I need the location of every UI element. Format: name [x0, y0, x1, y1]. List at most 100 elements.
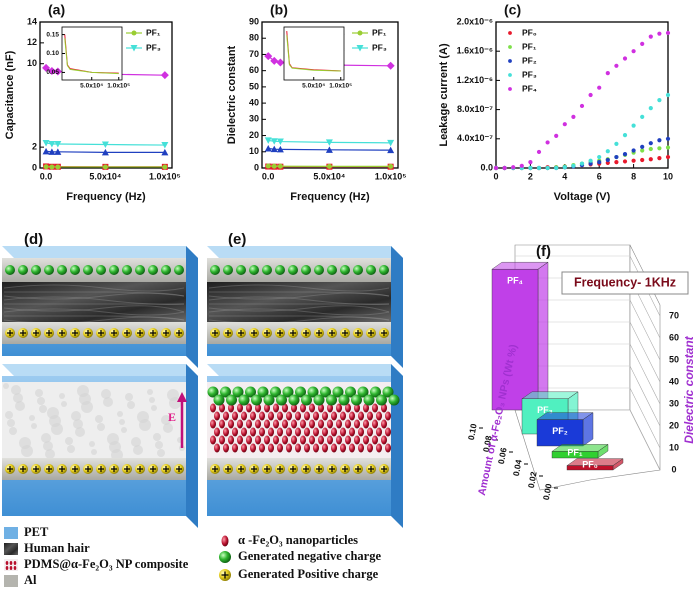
nanoparticle	[313, 443, 319, 453]
series-line	[64, 38, 119, 75]
legend-icon	[219, 551, 231, 563]
negative-charge	[357, 386, 369, 398]
panel-label: (f)	[536, 243, 551, 260]
nanoparticle	[358, 411, 364, 421]
marker	[665, 92, 671, 98]
plus-sign	[355, 466, 361, 472]
plus-sign	[20, 466, 26, 472]
marker	[562, 122, 567, 127]
pet-side	[186, 246, 198, 368]
legend-label: PF₄	[522, 83, 537, 93]
nanoparticle	[295, 411, 301, 421]
nanoparticle	[232, 411, 238, 421]
x-tick-label: 1.0x10⁵	[149, 171, 181, 181]
x-tick-label: 5.0x10⁴	[313, 171, 345, 181]
plus-sign	[303, 330, 309, 336]
panel-label: (d)	[24, 231, 43, 248]
marker	[614, 141, 619, 147]
nanoparticle	[295, 427, 301, 437]
legend-icon	[4, 527, 18, 539]
y-tick-label: 0.05	[46, 69, 59, 76]
grid-line	[629, 409, 661, 471]
marker	[42, 147, 50, 155]
negative-charge	[338, 394, 350, 406]
x-tick-label: 5.0x10⁴	[89, 171, 121, 181]
negative-charge	[327, 265, 337, 275]
y-tick-label: 40	[669, 376, 679, 386]
negative-charge	[301, 265, 311, 275]
x-tick-label: 5.0x10⁴	[80, 83, 103, 90]
marker	[265, 163, 271, 169]
nanoparticle	[354, 419, 360, 429]
nanoparticle	[309, 403, 315, 413]
legend-icon-dot	[13, 561, 17, 565]
pet-top	[2, 246, 198, 258]
nanoparticle	[322, 411, 328, 421]
nanoparticle	[277, 411, 283, 421]
negative-charge	[314, 265, 324, 275]
texture	[95, 415, 103, 423]
inset-frame	[283, 26, 345, 81]
texture	[37, 397, 45, 405]
nanoparticle	[385, 411, 391, 421]
y-tick-label: 20	[669, 420, 679, 430]
nanoparticle	[318, 403, 324, 413]
nanoparticle	[232, 427, 238, 437]
nanoparticle	[349, 427, 355, 437]
marker	[49, 164, 55, 170]
nanoparticle	[345, 419, 351, 429]
texture	[153, 433, 161, 441]
nanoparticle	[237, 403, 243, 413]
hair-layer	[2, 282, 186, 322]
marker	[102, 164, 108, 170]
marker	[588, 92, 593, 98]
plus-sign	[137, 466, 143, 472]
plus-sign	[72, 330, 78, 336]
marker	[387, 146, 395, 154]
nanoparticle	[228, 435, 234, 445]
bar-label: PF₀	[582, 459, 598, 469]
x-tick-label: 0	[493, 171, 498, 181]
marker	[42, 63, 51, 72]
texture	[3, 383, 9, 389]
nanoparticle	[259, 443, 265, 453]
nanoparticle	[228, 419, 234, 429]
nanoparticle	[300, 435, 306, 445]
marker	[160, 71, 169, 80]
texture	[65, 437, 73, 445]
nanoparticle	[286, 427, 292, 437]
marker	[545, 165, 550, 171]
negative-charge	[340, 265, 350, 275]
marker	[271, 163, 277, 169]
nanoparticle	[246, 419, 252, 429]
nanoparticle	[264, 419, 270, 429]
marker	[631, 148, 636, 153]
marker	[554, 165, 559, 171]
nanoparticle	[250, 411, 256, 421]
plot-frame	[495, 21, 669, 169]
plus-sign	[303, 466, 309, 472]
marker	[387, 139, 395, 147]
plus-sign	[98, 330, 104, 336]
nanoparticle	[264, 435, 270, 445]
hair-layer	[207, 282, 391, 322]
marker	[388, 163, 394, 169]
marker	[545, 140, 550, 145]
plus-sign	[46, 466, 52, 472]
marker	[519, 163, 524, 168]
marker	[622, 152, 628, 157]
legend-icon	[4, 575, 18, 587]
plus-sign	[238, 466, 244, 472]
plus-sign	[342, 466, 348, 472]
x-tick-label: 0.00	[541, 483, 554, 501]
negative-charge	[295, 386, 306, 398]
marker	[502, 165, 507, 171]
plus-sign	[85, 330, 91, 336]
nanoparticle	[327, 419, 333, 429]
texture	[15, 401, 25, 411]
marker	[648, 141, 653, 146]
nanoparticle	[282, 403, 288, 413]
negative-charge	[57, 265, 67, 275]
pet-top	[207, 364, 403, 376]
marker	[161, 148, 169, 156]
